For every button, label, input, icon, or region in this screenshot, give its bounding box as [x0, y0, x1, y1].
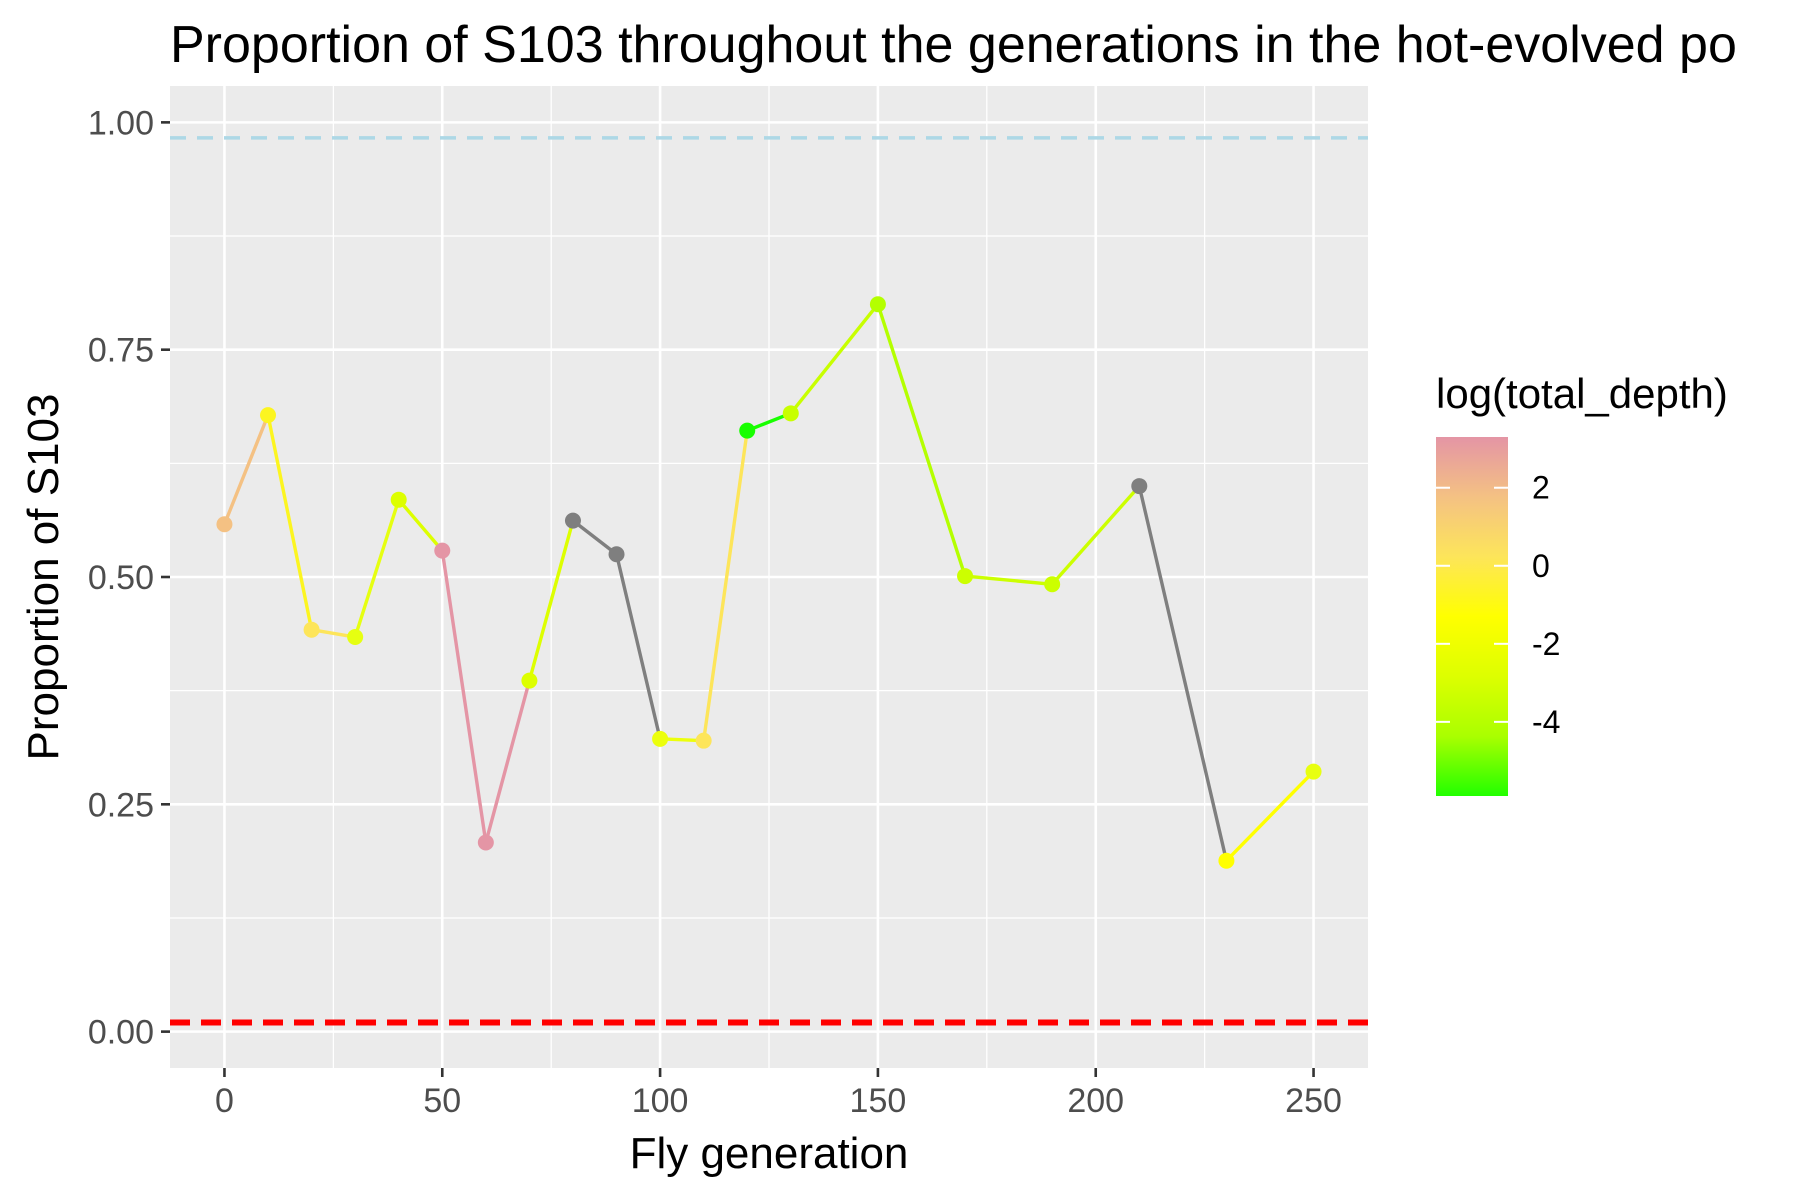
- series-segment: [701, 428, 749, 743]
- data-point: [1305, 763, 1322, 780]
- data-point: [739, 422, 756, 439]
- y-tick-label: 1.00: [88, 104, 154, 142]
- data-point: [260, 407, 277, 424]
- data-point: [216, 516, 233, 533]
- data-point: [434, 542, 451, 559]
- series-segment: [353, 498, 401, 639]
- legend-title: log(total_depth): [1436, 370, 1728, 417]
- data-point: [652, 730, 669, 747]
- x-tick-label: 100: [632, 1082, 689, 1120]
- data-point: [695, 732, 712, 749]
- data-point: [347, 629, 364, 646]
- series-segment: [222, 413, 270, 526]
- legend-tick-label: -2: [1532, 626, 1560, 662]
- series-points: [216, 296, 1322, 869]
- y-tick-label: 0.50: [88, 559, 154, 597]
- legend-tick-label: -4: [1532, 704, 1560, 740]
- data-point: [390, 491, 407, 508]
- series-segment: [397, 498, 444, 553]
- x-tick-label: 0: [215, 1082, 234, 1120]
- x-tick-label: 150: [850, 1082, 907, 1120]
- series-segment: [1137, 484, 1229, 863]
- y-axis-title: Proportion of S103: [19, 394, 68, 761]
- legend-tick-label: 2: [1532, 470, 1550, 506]
- legend-colorbar: [1436, 437, 1508, 796]
- data-point: [957, 568, 974, 585]
- reference-lines: [170, 136, 1368, 1026]
- data-point: [1218, 852, 1235, 869]
- series-segments: [222, 302, 1316, 863]
- y-tick-label: 0.25: [88, 786, 154, 824]
- color-legend: log(total_depth) 2 0 -2 -4: [1436, 370, 1728, 796]
- series-segment: [1050, 484, 1141, 586]
- x-axis-title: Fly generation: [630, 1129, 909, 1178]
- y-tick-label: 0.00: [88, 1014, 154, 1052]
- data-point: [782, 405, 799, 422]
- x-tick-label: 250: [1285, 1082, 1342, 1120]
- major-grid: [170, 86, 1368, 1068]
- series-segment: [527, 518, 575, 683]
- data-point: [1131, 478, 1148, 495]
- x-axis: 0 50 100 150 200 250: [215, 1068, 1342, 1120]
- series-segment: [876, 302, 967, 578]
- series-segment: [614, 552, 662, 741]
- data-point: [869, 296, 886, 313]
- series-segment: [789, 302, 880, 416]
- legend-tick-label: 0: [1532, 548, 1550, 584]
- y-tick-label: 0.75: [88, 332, 154, 370]
- data-point: [608, 546, 625, 563]
- data-point: [303, 621, 320, 638]
- y-axis: 0.00 0.25 0.50 0.75 1.00: [88, 104, 170, 1052]
- series-segment: [571, 518, 619, 556]
- data-point: [521, 672, 538, 689]
- series-segment: [484, 678, 532, 845]
- series-segment: [1224, 769, 1316, 863]
- series-segment: [440, 548, 488, 845]
- x-tick-label: 50: [423, 1082, 461, 1120]
- legend-ticks: 2 0 -2 -4: [1436, 470, 1560, 740]
- data-point: [564, 512, 581, 529]
- data-point: [1044, 576, 1061, 593]
- data-point: [477, 834, 494, 851]
- series-segment: [963, 574, 1054, 586]
- series-segment: [266, 413, 314, 632]
- chart-title: Proportion of S103 throughout the genera…: [170, 16, 1737, 74]
- x-tick-label: 200: [1067, 1082, 1124, 1120]
